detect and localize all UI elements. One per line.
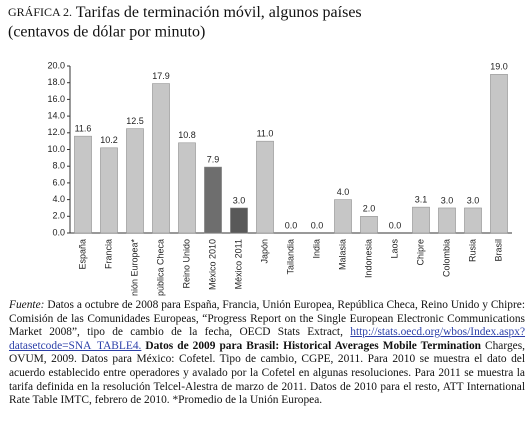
x-tick-label: Rusia [467,239,477,262]
chart: GRÁFICA 2. Tarifas de terminación móvil,… [8,4,512,296]
source-note: Fuente: Datos a octubre de 2008 para Esp… [9,299,525,408]
y-tick-label: 10.0 [47,144,65,154]
bar [74,135,92,234]
title-label: GRÁFICA 2. [8,5,72,19]
x-tick-label: India [311,239,321,259]
value-label: 0.0 [311,220,324,230]
source-label: Fuente: [9,299,45,311]
value-label: 11.0 [257,129,274,139]
value-label: 11.6 [75,124,92,134]
value-label: 0.0 [285,220,298,230]
x-tick-label: Brasil [493,239,503,262]
bar [256,140,274,234]
y-tick-label: 20.0 [47,60,65,70]
bar [334,199,352,234]
bar [412,206,430,234]
bar [126,128,144,234]
value-label: 10.8 [178,130,196,140]
x-tick-label: República Checa [155,239,165,296]
bar [464,207,482,234]
y-tick-label: 6.0 [52,177,65,187]
source-bold: Datos de 2009 para Brasil: Historical Av… [145,339,481,352]
y-tick-label: 12.0 [47,127,65,137]
x-tick-label: Indonesia [363,239,373,278]
bar [438,207,456,234]
y-tick-label: 4.0 [52,194,65,204]
y-tick-label: 14.0 [47,110,65,120]
bar [178,142,196,234]
value-label: 17.9 [152,71,170,81]
value-label: 0.0 [389,220,402,230]
x-tick-label: Colombia [441,239,451,277]
bar [360,216,378,234]
x-tick-label: Unión Europea* [129,239,139,296]
value-label: 4.0 [337,187,350,197]
x-tick-label: Malasia [337,239,347,270]
x-tick-label: Francia [103,239,113,269]
x-tick-label: Laos [389,239,399,259]
value-label: 2.0 [363,204,376,214]
bar [100,147,118,234]
value-label: 12.5 [126,116,144,126]
value-label: 3.1 [415,194,428,204]
y-tick-label: 16.0 [47,94,65,104]
value-label: 7.9 [207,154,220,164]
value-label: 3.0 [441,195,454,205]
y-tick-label: 0.0 [52,227,65,237]
chart-subtitle: (centavos de dólar por minuto) [8,24,205,41]
x-tick-label: Reino Unido [181,239,191,289]
y-tick-label: 18.0 [47,77,65,87]
bar [152,83,170,234]
value-label: 19.0 [490,62,508,72]
y-tick-label: 2.0 [52,211,65,221]
source-text-2: Charges, OVUM, 2009. Datos para México: … [9,339,525,407]
bar [204,166,222,234]
x-tick-label: Japón [259,239,269,264]
x-tick-label: Chipre [415,239,425,266]
x-tick-label: México 2011 [233,239,243,289]
x-tick-label: México 2010 [207,239,217,290]
value-label: 3.0 [467,195,480,205]
y-tick-label: 8.0 [52,161,65,171]
chart-title: GRÁFICA 2. Tarifas de terminación móvil,… [8,4,362,21]
source-link[interactable]: http://stats.oecd.org/wbos/Index.aspx?da… [9,326,526,352]
source-text: Datos a octubre de 2008 para España, Fra… [9,299,525,339]
x-tick-label: Tailandia [285,239,295,275]
bar [490,74,508,234]
bar [230,207,248,234]
value-label: 10.2 [100,135,118,145]
x-tick-label: España [77,239,87,270]
value-label: 3.0 [233,195,246,205]
title-text: Tarifas de terminación móvil, algunos pa… [76,4,362,21]
